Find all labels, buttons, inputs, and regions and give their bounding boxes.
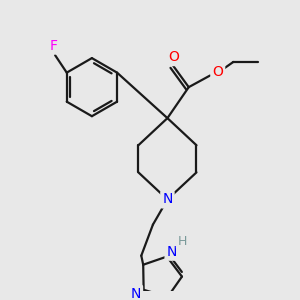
- Text: N: N: [162, 193, 172, 206]
- Text: H: H: [178, 235, 187, 248]
- Text: N: N: [167, 245, 177, 259]
- Text: O: O: [168, 50, 179, 64]
- Text: F: F: [49, 38, 57, 52]
- Text: N: N: [131, 286, 141, 300]
- Text: O: O: [212, 65, 223, 79]
